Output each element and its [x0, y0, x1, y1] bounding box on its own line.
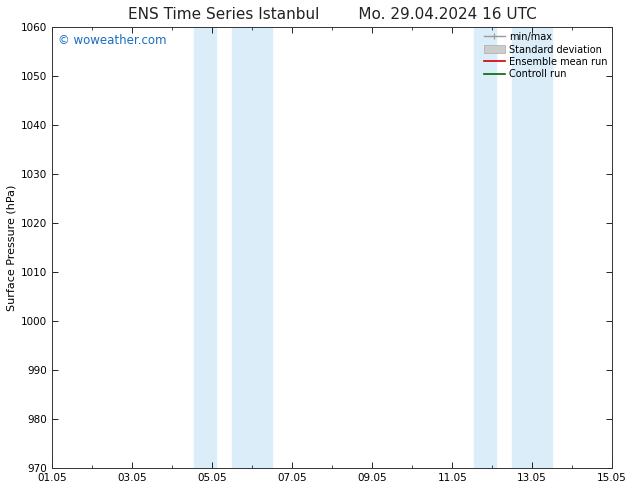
Legend: min/max, Standard deviation, Ensemble mean run, Controll run: min/max, Standard deviation, Ensemble me… [482, 30, 609, 81]
Bar [194, 27, 216, 468]
Text: © woweather.com: © woweather.com [58, 34, 166, 47]
Bar [474, 27, 496, 468]
Title: ENS Time Series Istanbul        Mo. 29.04.2024 16 UTC: ENS Time Series Istanbul Mo. 29.04.2024 … [128, 7, 536, 22]
Bar [232, 27, 272, 468]
Y-axis label: Surface Pressure (hPa): Surface Pressure (hPa) [7, 185, 17, 311]
Bar [512, 27, 552, 468]
